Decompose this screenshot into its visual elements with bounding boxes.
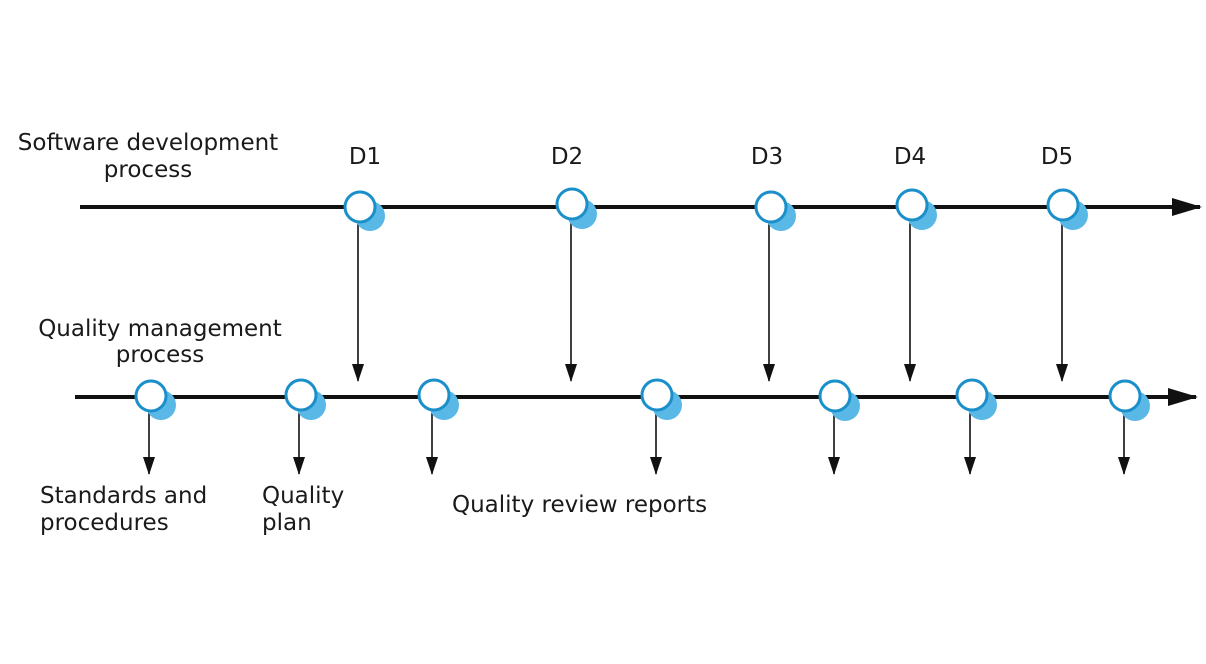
- node-circle: [818, 379, 852, 413]
- node-circle: [895, 188, 929, 222]
- node-circle: [1046, 188, 1080, 222]
- deliverable-label-d5: D5: [1041, 144, 1073, 170]
- quality-node-6: [955, 378, 997, 420]
- deliverable-label-d4: D4: [894, 144, 926, 170]
- software-node-d3: [754, 190, 796, 231]
- node-circle: [134, 379, 168, 413]
- quality-node-3: [417, 378, 459, 420]
- node-circle: [1108, 379, 1142, 413]
- quality-node-7: [1108, 379, 1150, 421]
- node-circle: [640, 378, 674, 412]
- node-circle: [754, 190, 788, 224]
- quality-node-4: [640, 378, 682, 420]
- deliverable-label-d3: D3: [751, 144, 783, 170]
- quality-node-2: [284, 378, 326, 420]
- quality-node-5: [818, 379, 860, 421]
- software-node-d2: [555, 187, 597, 229]
- node-circle: [955, 378, 989, 412]
- software-process-label-line1: Software development: [18, 130, 278, 156]
- software-node-d5: [1046, 188, 1088, 230]
- quality-process-label-line2: process: [116, 342, 204, 368]
- quality-plan-label-line2: plan: [262, 510, 312, 536]
- standards-label-line1: Standards and: [40, 483, 207, 509]
- deliverable-label-d2: D2: [551, 144, 583, 170]
- software-process-label-line2: process: [104, 157, 192, 183]
- software-node-d1: [343, 190, 385, 231]
- node-circle: [343, 190, 377, 224]
- standards-label-line2: procedures: [40, 510, 169, 536]
- node-circle: [284, 378, 318, 412]
- node-circle: [417, 378, 451, 412]
- quality-process-label-line1: Quality management: [38, 316, 282, 342]
- quality-review-reports-label: Quality review reports: [452, 492, 707, 518]
- quality-node-1: [134, 379, 176, 420]
- deliverable-label-d1: D1: [349, 144, 381, 170]
- node-circle: [555, 187, 589, 221]
- software-node-d4: [895, 188, 937, 230]
- quality-plan-label-line1: Quality: [262, 483, 344, 509]
